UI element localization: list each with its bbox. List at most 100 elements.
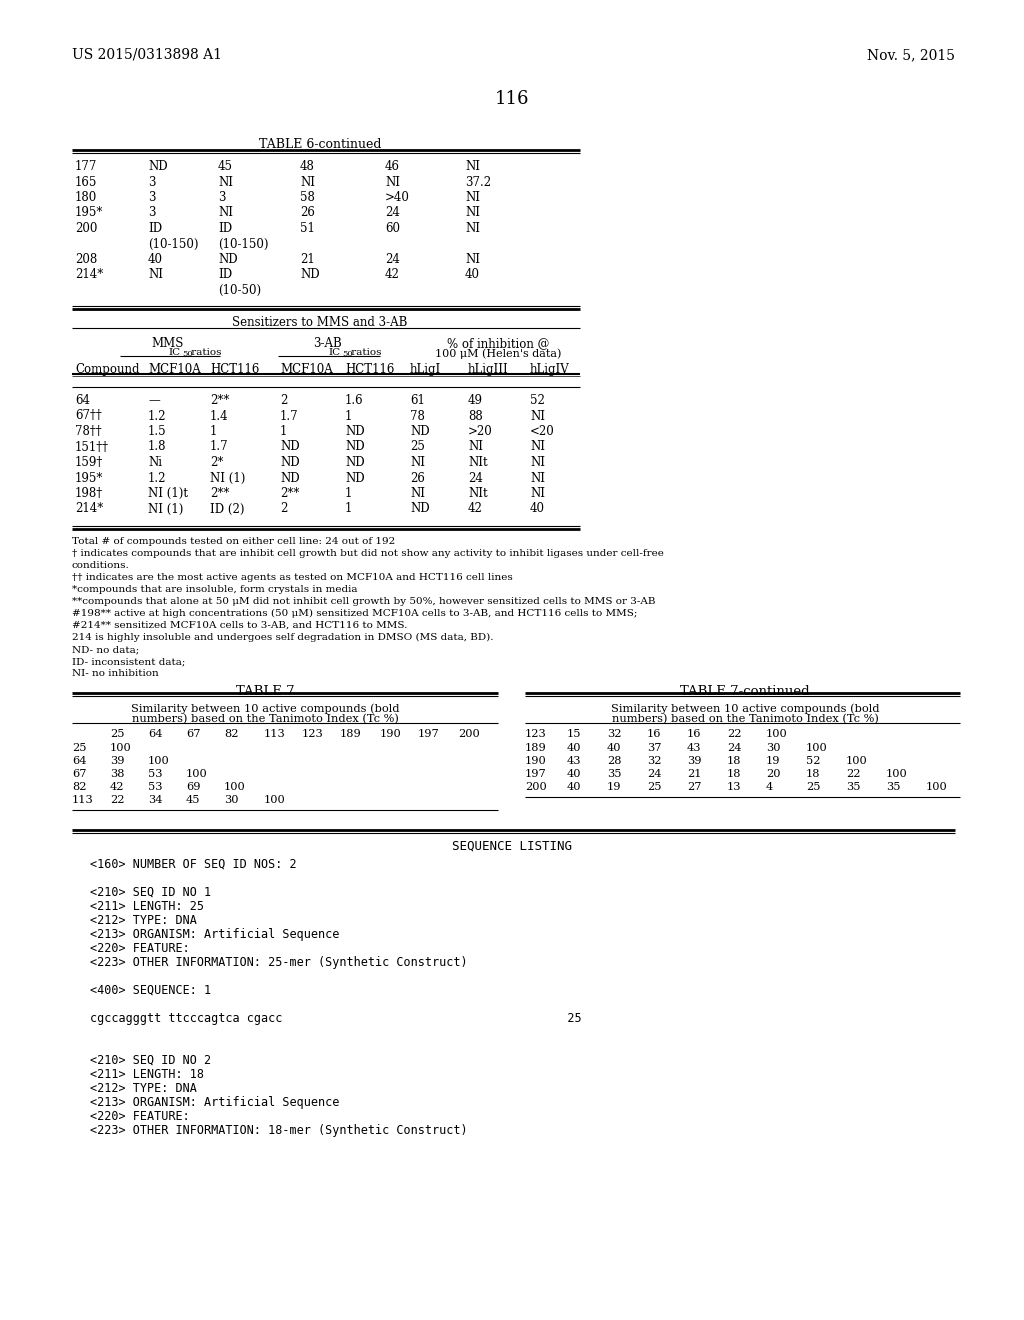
Text: 180: 180 xyxy=(75,191,97,205)
Text: <210> SEQ ID NO 1: <210> SEQ ID NO 1 xyxy=(90,886,211,899)
Text: 189: 189 xyxy=(525,743,547,752)
Text: NI (1): NI (1) xyxy=(148,503,183,516)
Text: 200: 200 xyxy=(75,222,97,235)
Text: **compounds that alone at 50 μM did not inhibit cell growth by 50%, however sens: **compounds that alone at 50 μM did not … xyxy=(72,597,655,606)
Text: numbers) based on the Tanimoto Index (Tc %): numbers) based on the Tanimoto Index (Tc… xyxy=(611,714,879,725)
Text: 1: 1 xyxy=(345,503,352,516)
Text: conditions.: conditions. xyxy=(72,561,130,570)
Text: 195*: 195* xyxy=(75,471,103,484)
Text: 67: 67 xyxy=(72,770,86,779)
Text: ID: ID xyxy=(218,268,232,281)
Text: <20: <20 xyxy=(530,425,555,438)
Text: ID (2): ID (2) xyxy=(210,503,245,516)
Text: 22: 22 xyxy=(727,729,741,739)
Text: 24: 24 xyxy=(385,253,400,267)
Text: 67††: 67†† xyxy=(75,409,101,422)
Text: 27: 27 xyxy=(687,781,701,792)
Text: NI: NI xyxy=(410,487,425,500)
Text: 50: 50 xyxy=(182,350,193,358)
Text: Compound: Compound xyxy=(75,363,139,376)
Text: TABLE 7: TABLE 7 xyxy=(236,685,294,698)
Text: 78: 78 xyxy=(410,409,425,422)
Text: *compounds that are insoluble, form crystals in media: *compounds that are insoluble, form crys… xyxy=(72,585,357,594)
Text: NI: NI xyxy=(465,253,480,267)
Text: >40: >40 xyxy=(385,191,410,205)
Text: Similarity between 10 active compounds (bold: Similarity between 10 active compounds (… xyxy=(610,704,880,714)
Text: NI: NI xyxy=(530,455,545,469)
Text: 37: 37 xyxy=(647,743,662,752)
Text: 2**: 2** xyxy=(210,393,229,407)
Text: 58: 58 xyxy=(300,191,314,205)
Text: 30: 30 xyxy=(766,743,780,752)
Text: <213> ORGANISM: Artificial Sequence: <213> ORGANISM: Artificial Sequence xyxy=(90,928,339,941)
Text: 42: 42 xyxy=(468,503,483,516)
Text: 195*: 195* xyxy=(75,206,103,219)
Text: US 2015/0313898 A1: US 2015/0313898 A1 xyxy=(72,48,222,62)
Text: 165: 165 xyxy=(75,176,97,189)
Text: ratios: ratios xyxy=(348,348,382,356)
Text: 18: 18 xyxy=(727,756,741,766)
Text: † indicates compounds that are inhibit cell growth but did not show any activity: † indicates compounds that are inhibit c… xyxy=(72,549,664,558)
Text: 32: 32 xyxy=(607,729,622,739)
Text: HCT116: HCT116 xyxy=(345,363,394,376)
Text: †† indicates are the most active agents as tested on MCF10A and HCT116 cell line: †† indicates are the most active agents … xyxy=(72,573,513,582)
Text: <220> FEATURE:: <220> FEATURE: xyxy=(90,942,189,954)
Text: 69: 69 xyxy=(186,781,201,792)
Text: 190: 190 xyxy=(525,756,547,766)
Text: (10-50): (10-50) xyxy=(218,284,261,297)
Text: ND: ND xyxy=(345,441,365,454)
Text: (10-150): (10-150) xyxy=(148,238,199,251)
Text: 40: 40 xyxy=(607,743,622,752)
Text: 2*: 2* xyxy=(210,455,223,469)
Text: 1: 1 xyxy=(210,425,217,438)
Text: 100: 100 xyxy=(806,743,827,752)
Text: ID: ID xyxy=(148,222,162,235)
Text: 24: 24 xyxy=(468,471,483,484)
Text: 40: 40 xyxy=(148,253,163,267)
Text: 16: 16 xyxy=(687,729,701,739)
Text: 32: 32 xyxy=(647,756,662,766)
Text: 113: 113 xyxy=(264,729,286,739)
Text: 3-AB: 3-AB xyxy=(313,337,342,350)
Text: 100: 100 xyxy=(264,795,286,805)
Text: NI: NI xyxy=(530,487,545,500)
Text: NI: NI xyxy=(465,206,480,219)
Text: 35: 35 xyxy=(886,781,900,792)
Text: NI: NI xyxy=(465,191,480,205)
Text: IC: IC xyxy=(168,348,180,356)
Text: 82: 82 xyxy=(72,781,86,792)
Text: 64: 64 xyxy=(72,756,86,766)
Text: 2**: 2** xyxy=(210,487,229,500)
Text: 3: 3 xyxy=(148,206,156,219)
Text: ND: ND xyxy=(300,268,319,281)
Text: 19: 19 xyxy=(766,756,780,766)
Text: ND: ND xyxy=(148,160,168,173)
Text: 1.7: 1.7 xyxy=(280,409,299,422)
Text: 100: 100 xyxy=(148,756,170,766)
Text: ND: ND xyxy=(280,455,300,469)
Text: 214*: 214* xyxy=(75,268,103,281)
Text: 25: 25 xyxy=(410,441,425,454)
Text: 42: 42 xyxy=(385,268,400,281)
Text: 22: 22 xyxy=(846,770,860,779)
Text: 25: 25 xyxy=(806,781,820,792)
Text: NI: NI xyxy=(465,222,480,235)
Text: <210> SEQ ID NO 2: <210> SEQ ID NO 2 xyxy=(90,1053,211,1067)
Text: 1.7: 1.7 xyxy=(210,441,228,454)
Text: NIt: NIt xyxy=(468,455,487,469)
Text: 100: 100 xyxy=(186,770,208,779)
Text: NI: NI xyxy=(148,268,163,281)
Text: 198†: 198† xyxy=(75,487,103,500)
Text: 159†: 159† xyxy=(75,455,103,469)
Text: ND: ND xyxy=(280,471,300,484)
Text: 1: 1 xyxy=(280,425,288,438)
Text: SEQUENCE LISTING: SEQUENCE LISTING xyxy=(452,840,572,853)
Text: 197: 197 xyxy=(525,770,547,779)
Text: 177: 177 xyxy=(75,160,97,173)
Text: Similarity between 10 active compounds (bold: Similarity between 10 active compounds (… xyxy=(131,704,399,714)
Text: 49: 49 xyxy=(468,393,483,407)
Text: 45: 45 xyxy=(186,795,201,805)
Text: 100: 100 xyxy=(766,729,787,739)
Text: HCT116: HCT116 xyxy=(210,363,259,376)
Text: 100: 100 xyxy=(886,770,907,779)
